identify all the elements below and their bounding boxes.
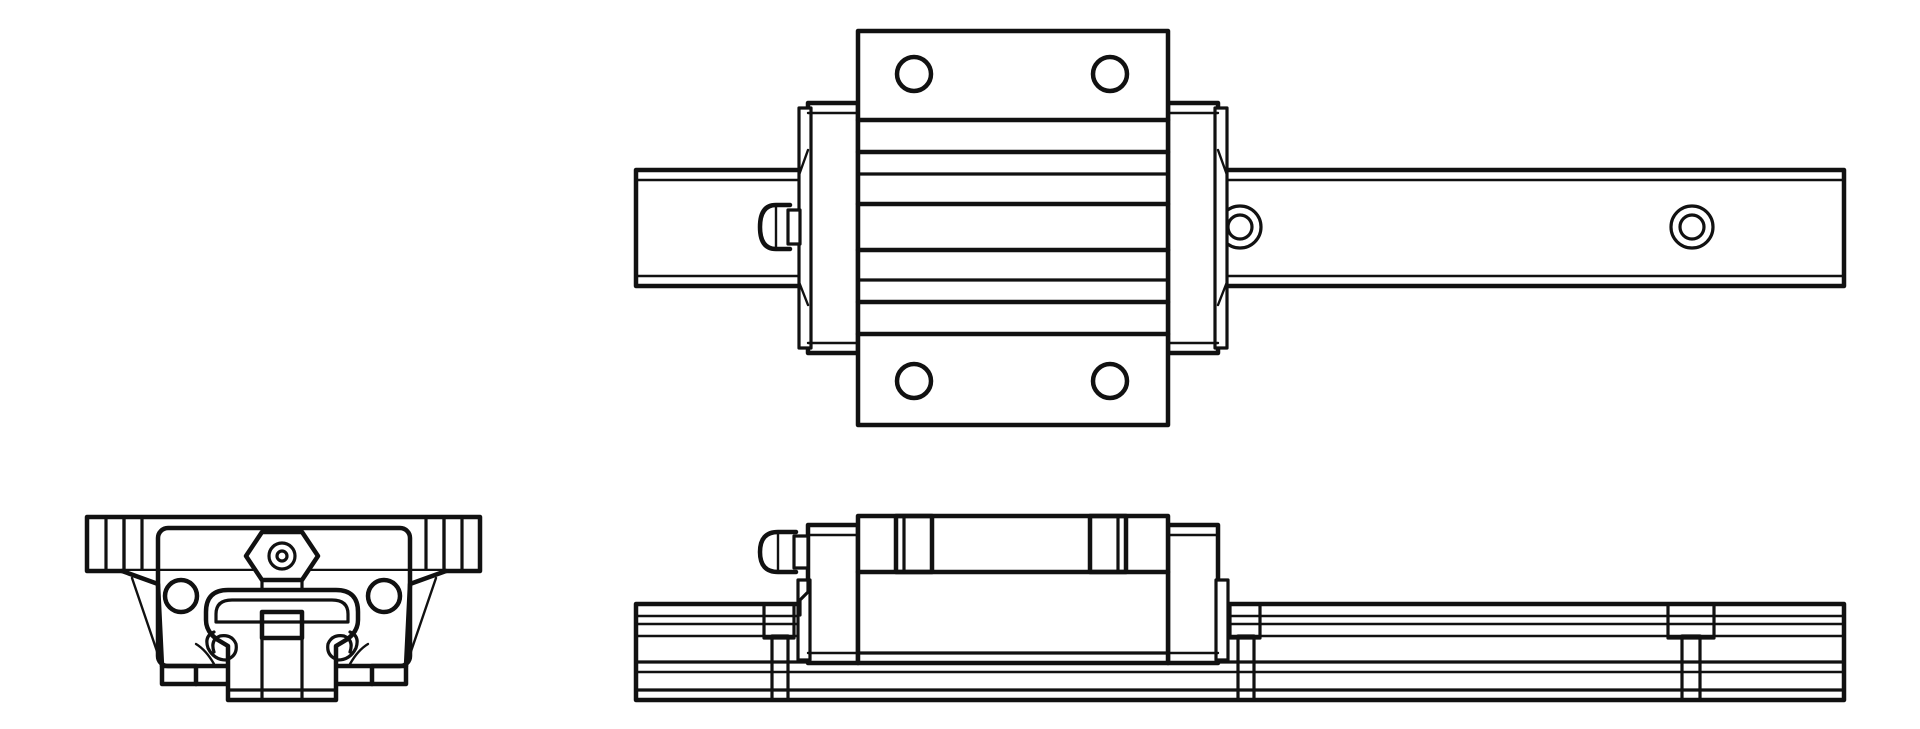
rail-profile-end-view [203, 578, 361, 703]
carriage-block-top-view [855, 28, 1171, 428]
rail-counterbore [1666, 602, 1716, 702]
grease-nipple-hex-icon [243, 529, 321, 583]
grease-nipple-icon [757, 202, 802, 252]
end-view-base-left [159, 663, 199, 687]
end-cap-left-top-view [797, 100, 861, 356]
flange-hole-icon [162, 577, 200, 615]
ball-track-left [194, 630, 238, 666]
carriage-block-side-view [855, 513, 1171, 666]
end-view-base-right [369, 663, 409, 687]
carriage-hole-icon [1090, 361, 1130, 401]
carriage-hole-icon [894, 361, 934, 401]
flange-hole-icon [365, 577, 403, 615]
side-view [633, 513, 1847, 703]
end-cap-right-top-view [1165, 100, 1229, 356]
rail-hole-icon [1669, 204, 1715, 250]
end-cap-left-side-view [796, 522, 861, 666]
end-view [84, 514, 483, 703]
carriage-hole-icon [1090, 54, 1130, 94]
ball-track-right [326, 630, 370, 666]
top-view [633, 28, 1847, 428]
carriage-hole-icon [894, 54, 934, 94]
end-cap-right-side-view [1165, 522, 1230, 666]
grease-nipple-icon [757, 529, 810, 617]
rail-counterbore [762, 602, 796, 702]
rail-counterbore [1228, 602, 1262, 702]
